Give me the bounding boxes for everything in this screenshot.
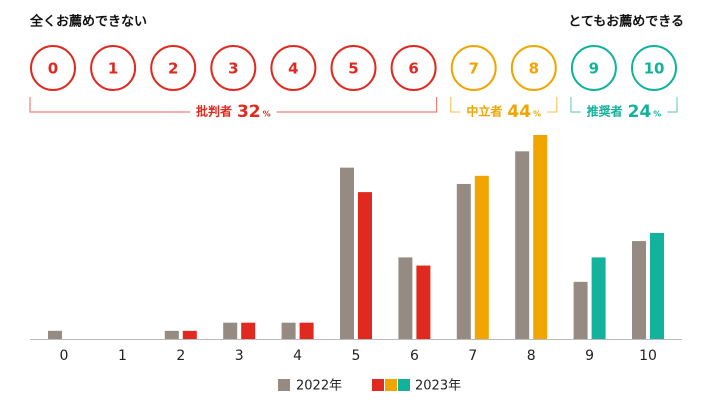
bar [281, 322, 296, 339]
bar [48, 330, 62, 339]
x-tick-label: 7 [468, 348, 477, 364]
score-circle [210, 45, 257, 91]
group-unit: % [533, 110, 541, 119]
legend-label: 2023年 [415, 379, 461, 394]
score-circle [631, 45, 677, 91]
x-tick-label: 2 [176, 348, 185, 364]
bar [416, 265, 431, 339]
legend-swatch [278, 379, 290, 391]
legend-swatch [398, 379, 410, 391]
group-value: 32 [237, 102, 261, 122]
header-left: 全くお薦めできない [29, 14, 147, 30]
legend-swatch [385, 379, 397, 391]
x-tick-label: 10 [639, 348, 657, 364]
score-label: 10 [644, 60, 665, 78]
bar [340, 167, 354, 339]
x-tick-label: 6 [410, 348, 419, 364]
score-label: 7 [468, 60, 478, 78]
bar [632, 241, 646, 339]
x-tick-label: 1 [118, 348, 127, 364]
x-tick-label: 9 [585, 348, 594, 364]
score-circle [390, 45, 437, 91]
group-name: 推奨者 [587, 104, 623, 119]
score-label: 4 [288, 60, 298, 78]
legend-label: 2022年 [296, 379, 342, 394]
score-circle [30, 45, 76, 91]
bar [573, 281, 588, 339]
bar [299, 322, 314, 339]
score-label: 2 [168, 60, 178, 78]
bar [398, 257, 413, 339]
x-tick-label: 8 [527, 348, 536, 364]
bar [474, 175, 489, 339]
group-bracket [570, 97, 678, 113]
x-tick-label: 3 [235, 348, 244, 364]
score-circle [150, 45, 197, 91]
group-unit: % [653, 110, 661, 119]
bar [533, 135, 548, 339]
score-label: 1 [108, 60, 118, 78]
score-circle [270, 45, 317, 91]
bar [164, 330, 179, 339]
score-label: 3 [228, 60, 238, 78]
score-label: 8 [529, 60, 539, 78]
bar [456, 183, 471, 339]
bar [650, 232, 664, 339]
score-circle [330, 45, 377, 91]
bar [182, 330, 197, 339]
legend-swatch [372, 379, 384, 391]
score-circle [570, 45, 617, 91]
bar [358, 192, 372, 339]
score-circle [450, 45, 497, 91]
x-tick-label: 4 [293, 348, 302, 364]
score-circle [510, 45, 557, 91]
group-unit: % [263, 110, 271, 119]
group-bracket [450, 97, 558, 113]
x-tick-label: 0 [60, 348, 69, 364]
x-tick-label: 5 [352, 348, 361, 364]
bar [591, 257, 606, 339]
group-name: 批判者 [196, 104, 232, 119]
group-value: 24 [628, 102, 652, 122]
header-right: とてもお薦めできる [568, 14, 684, 30]
score-label: 5 [348, 60, 358, 78]
score-label: 9 [589, 60, 599, 78]
group-bracket [29, 97, 438, 113]
group-name: 中立者 [466, 104, 502, 119]
bar [515, 151, 530, 339]
score-label: 0 [48, 60, 58, 78]
bar [223, 322, 238, 339]
group-value: 44 [507, 102, 531, 122]
score-circle [90, 45, 137, 91]
score-label: 6 [408, 60, 418, 78]
bar [241, 322, 256, 339]
